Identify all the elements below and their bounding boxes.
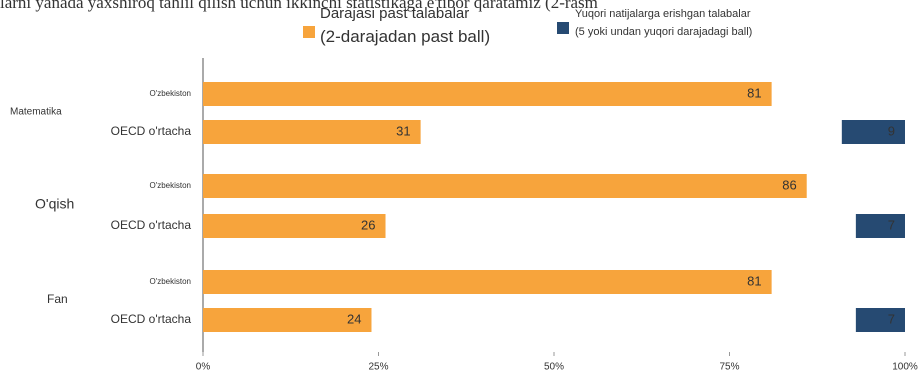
legend-label: Yuqori natijalarga erishgan talabalar (5 … (575, 8, 752, 38)
bar (855, 308, 905, 332)
value-label: 81 (747, 273, 761, 288)
category-label: OECD o'rtacha (111, 218, 192, 232)
caption: larni yanada yaxshiroq tahlil qilish uch… (0, 0, 598, 12)
legend-swatch (303, 26, 315, 38)
legend-line: (2-darajadan past ball) (320, 27, 490, 46)
x-tick-label: 100% (892, 362, 918, 373)
group-label: Fan (47, 292, 68, 306)
value-label: 9 (888, 123, 895, 138)
legend-line: Yuqori natijalarga erishgan talabalar (575, 8, 751, 20)
value-label: 24 (347, 311, 361, 326)
group-label: O'qish (35, 196, 74, 212)
x-tick-label: 50% (544, 362, 564, 373)
category-label: O'zbekiston (149, 181, 191, 190)
value-label: 81 (747, 85, 761, 100)
bar (203, 120, 421, 144)
bar (855, 214, 905, 238)
value-label: 7 (888, 217, 895, 232)
bar (841, 120, 905, 144)
bar (203, 270, 772, 294)
bar (203, 82, 772, 106)
x-tick-label: 25% (368, 362, 388, 373)
x-tick-label: 0% (196, 362, 211, 373)
category-label: O'zbekiston (149, 89, 191, 98)
bar (203, 214, 386, 238)
value-label: 86 (782, 177, 796, 192)
legend-line: Darajasi past talabalar (320, 5, 469, 22)
legend-label: Darajasi past talabalar (2-darajadan past… (320, 5, 490, 47)
group-label: Matematika (10, 107, 62, 118)
value-label: 26 (361, 217, 375, 232)
value-label: 7 (888, 311, 895, 326)
category-label: O'zbekiston (149, 277, 191, 286)
x-tick-label: 75% (719, 362, 739, 373)
value-label: 31 (396, 123, 410, 138)
legend-line: (5 yoki undan yuqori darajadagi ball) (575, 26, 752, 38)
category-label: OECD o'rtacha (111, 124, 192, 138)
legend-swatch (557, 22, 569, 34)
category-label: OECD o'rtacha (111, 312, 192, 326)
bar (203, 174, 807, 198)
bar (203, 308, 372, 332)
